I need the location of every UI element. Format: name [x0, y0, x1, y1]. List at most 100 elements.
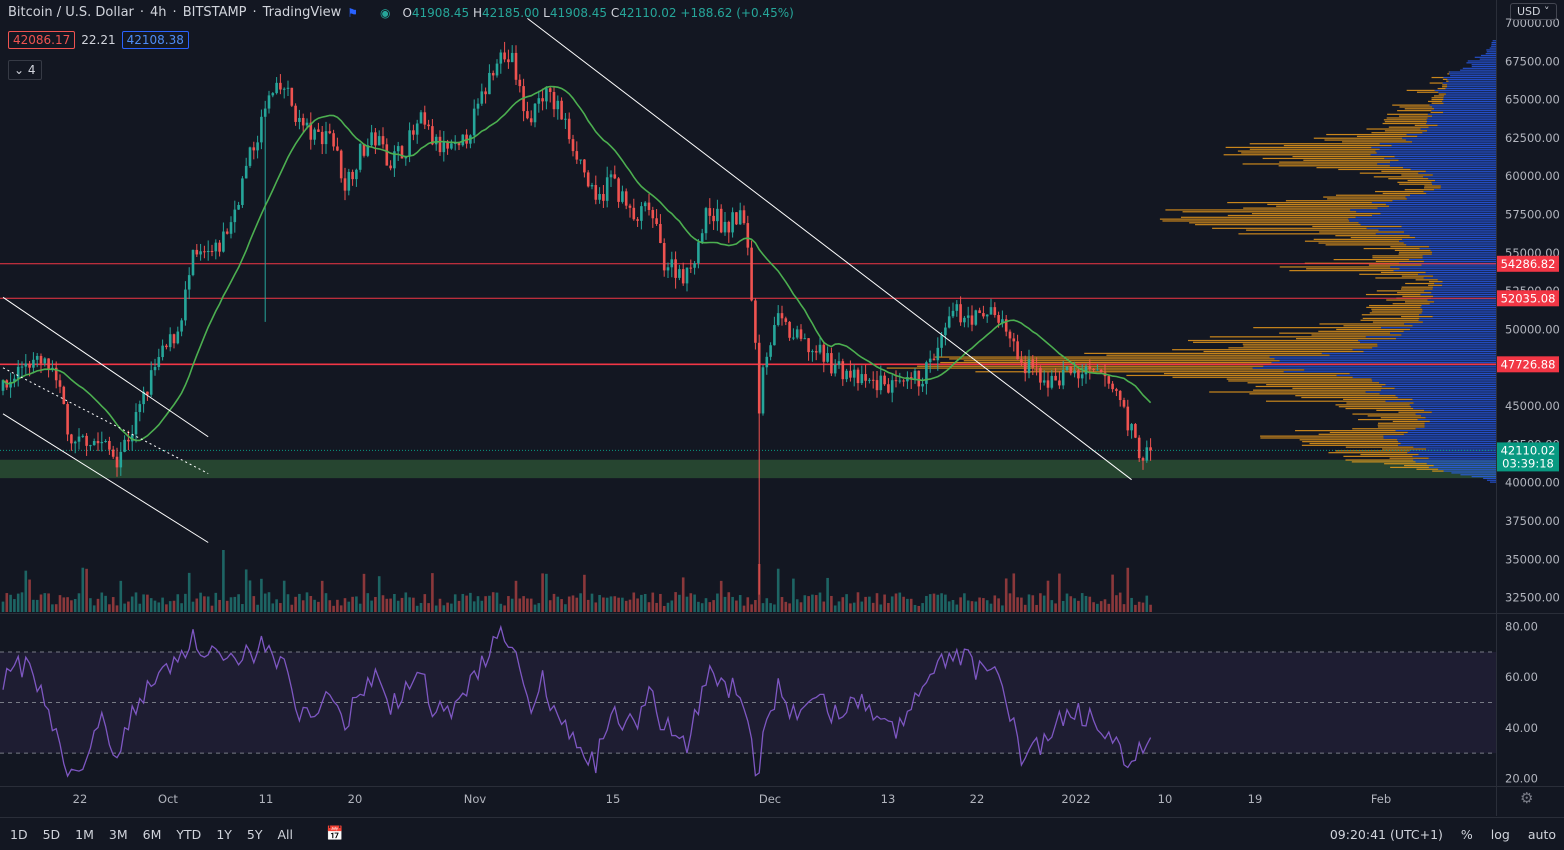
- candle-body[interactable]: [719, 208, 723, 233]
- candle-body[interactable]: [708, 208, 712, 216]
- candle-body[interactable]: [875, 380, 879, 391]
- candle-body[interactable]: [909, 377, 913, 380]
- clock-label[interactable]: 09:20:41 (UTC+1): [1329, 826, 1443, 842]
- buy-price-button[interactable]: 42108.38: [121, 31, 189, 49]
- candle-body[interactable]: [993, 307, 997, 316]
- range-button-1m[interactable]: 1M: [75, 826, 94, 842]
- candle-body[interactable]: [377, 136, 381, 146]
- candle-body[interactable]: [438, 136, 442, 153]
- candle-body[interactable]: [959, 304, 962, 323]
- candle-body[interactable]: [845, 370, 848, 380]
- candle-body[interactable]: [457, 143, 461, 146]
- candle-body[interactable]: [1, 380, 5, 391]
- candle-body[interactable]: [647, 202, 651, 210]
- candle-body[interactable]: [393, 151, 396, 169]
- range-button-all[interactable]: All: [277, 826, 294, 842]
- rsi-line[interactable]: [2, 624, 1152, 778]
- candle-body[interactable]: [218, 242, 221, 252]
- candle-body[interactable]: [887, 384, 890, 393]
- candle-body[interactable]: [214, 242, 218, 252]
- candle-body[interactable]: [1023, 362, 1027, 374]
- sell-price-button[interactable]: 42086.17: [8, 31, 76, 49]
- candle-body[interactable]: [92, 441, 96, 446]
- market-status-icon[interactable]: ◉: [379, 5, 391, 20]
- candle-body[interactable]: [913, 370, 917, 380]
- candle-body[interactable]: [301, 117, 305, 126]
- candle-body[interactable]: [294, 105, 297, 122]
- candle-body[interactable]: [1134, 424, 1137, 438]
- candle-body[interactable]: [332, 133, 335, 147]
- candle-body[interactable]: [510, 52, 514, 63]
- candle-body[interactable]: [738, 210, 742, 225]
- candle-body[interactable]: [187, 275, 191, 290]
- candle-body[interactable]: [1050, 375, 1054, 388]
- candle-body[interactable]: [556, 100, 560, 110]
- range-button-6m[interactable]: 6M: [142, 826, 162, 842]
- trendline[interactable]: [2, 296, 209, 438]
- candle-body[interactable]: [62, 386, 66, 405]
- candle-body[interactable]: [54, 367, 58, 381]
- candle-body[interactable]: [157, 357, 161, 367]
- candle-body[interactable]: [267, 95, 271, 109]
- candle-body[interactable]: [928, 358, 932, 363]
- candle-body[interactable]: [476, 103, 480, 109]
- candle-body[interactable]: [1088, 366, 1092, 369]
- candle-body[interactable]: [712, 215, 715, 222]
- candle-body[interactable]: [305, 122, 309, 126]
- candle-body[interactable]: [434, 136, 438, 145]
- candle-body[interactable]: [852, 369, 856, 378]
- candle-body[interactable]: [210, 250, 214, 252]
- candle-body[interactable]: [917, 370, 921, 387]
- candle-body[interactable]: [716, 208, 719, 222]
- candle-body[interactable]: [583, 159, 586, 173]
- candle-body[interactable]: [624, 191, 628, 206]
- candle-body[interactable]: [184, 289, 187, 321]
- candle-body[interactable]: [1130, 424, 1133, 431]
- candle-body[interactable]: [32, 359, 35, 368]
- candle-body[interactable]: [461, 134, 465, 146]
- range-button-5y[interactable]: 5Y: [246, 826, 263, 842]
- candle-body[interactable]: [868, 379, 871, 381]
- moving-average-line[interactable]: [2, 85, 1152, 442]
- candle-body[interactable]: [450, 143, 453, 149]
- candle-body[interactable]: [244, 165, 248, 179]
- candle-body[interactable]: [146, 391, 149, 395]
- candle-body[interactable]: [662, 242, 666, 271]
- candle-body[interactable]: [28, 363, 31, 368]
- candle-body[interactable]: [814, 351, 818, 353]
- candle-body[interactable]: [385, 144, 389, 166]
- symbol-legend[interactable]: Bitcoin / U.S. Dollar · 4h · BITSTAMP · …: [8, 5, 794, 20]
- candle-body[interactable]: [776, 313, 780, 326]
- candle-body[interactable]: [1069, 366, 1073, 374]
- candle-body[interactable]: [16, 366, 20, 379]
- candle-body[interactable]: [176, 331, 180, 344]
- candle-body[interactable]: [898, 380, 902, 382]
- candle-body[interactable]: [985, 314, 989, 317]
- candle-body[interactable]: [389, 165, 392, 169]
- candle-body[interactable]: [149, 370, 153, 395]
- candle-body[interactable]: [70, 434, 73, 444]
- candle-body[interactable]: [541, 98, 544, 102]
- candle-body[interactable]: [233, 209, 237, 223]
- candle-body[interactable]: [1027, 359, 1031, 374]
- candle-body[interactable]: [860, 374, 864, 384]
- gear-icon[interactable]: ⚙: [1520, 789, 1534, 807]
- candle-body[interactable]: [442, 141, 446, 153]
- candle-body[interactable]: [1061, 369, 1065, 386]
- candle-body[interactable]: [1031, 359, 1035, 368]
- candle-body[interactable]: [784, 318, 788, 322]
- candle-body[interactable]: [864, 374, 867, 381]
- candle-body[interactable]: [989, 307, 993, 315]
- candle-body[interactable]: [1111, 383, 1114, 390]
- candle-body[interactable]: [700, 233, 704, 243]
- candle-body[interactable]: [974, 310, 978, 325]
- candle-body[interactable]: [39, 355, 43, 364]
- candle-body[interactable]: [632, 207, 636, 220]
- candle-body[interactable]: [837, 361, 841, 365]
- calendar-icon[interactable]: 📅: [326, 826, 344, 842]
- trendline[interactable]: [2, 367, 209, 474]
- candle-body[interactable]: [849, 370, 852, 378]
- candle-body[interactable]: [320, 131, 324, 145]
- percent-toggle[interactable]: %: [1460, 826, 1473, 842]
